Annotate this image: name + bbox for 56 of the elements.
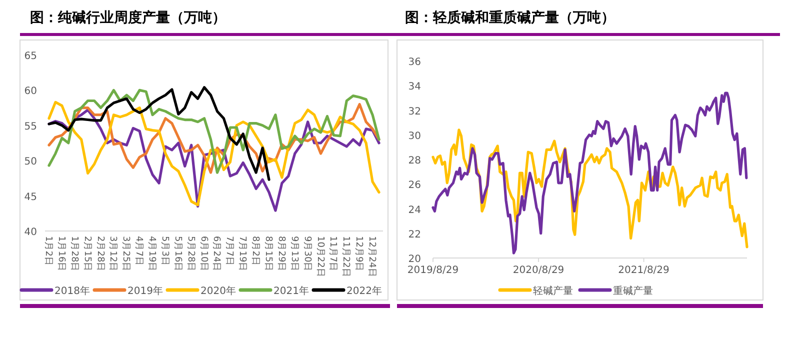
x-tick-label: 11月22日 — [340, 236, 351, 277]
x-tick-label: 2019/8/29 — [407, 265, 459, 276]
y-tick-label: 20 — [408, 254, 421, 265]
x-tick-label: 7月19日 — [237, 236, 248, 272]
x-tick-label: 8月2日 — [250, 236, 260, 266]
y-tick-label: 36 — [408, 57, 421, 68]
x-tick-label: 8月29日 — [276, 236, 286, 272]
x-tick-label: 1月16日 — [56, 236, 66, 272]
y-tick-label: 30 — [408, 130, 421, 142]
y-tick-label: 60 — [24, 86, 37, 98]
y-tick-label: 40 — [24, 227, 37, 238]
x-tick-label: 12月24日 — [366, 236, 377, 277]
x-tick-label: 6月24日 — [211, 236, 222, 272]
x-tick-label: 1月2日 — [43, 236, 53, 266]
y-tick-label: 55 — [24, 121, 37, 132]
x-tick-label: 4月7日 — [134, 236, 144, 266]
x-tick-label: 9月30日 — [302, 236, 312, 272]
x-tick-label: 11月7日 — [328, 236, 338, 272]
line-series — [432, 92, 748, 254]
x-tick-label: 6月10日 — [198, 236, 208, 272]
x-tick-label: 2月28日 — [94, 236, 105, 272]
x-tick-label: 1月28日 — [68, 236, 79, 272]
legend-label: 2021年 — [274, 285, 309, 297]
y-tick-label: 50 — [24, 156, 37, 168]
chart-title: 图：纯碱行业周度产量（万吨） — [30, 9, 226, 26]
y-tick-label: 32 — [408, 106, 421, 118]
x-tick-label: 3月12日 — [108, 236, 118, 272]
x-tick-label: 5月16日 — [172, 236, 182, 272]
x-tick-label: 12月9日 — [354, 236, 364, 272]
y-tick-label: 22 — [408, 229, 421, 240]
legend-label: 2022年 — [346, 285, 382, 297]
x-tick-label: 5月28日 — [185, 236, 196, 272]
legend-label: 重碱产量 — [613, 285, 653, 297]
x-tick-label: 2021/8/29 — [618, 265, 670, 276]
x-tick-label: 7月7日 — [224, 236, 234, 266]
x-tick-label: 8月15日 — [263, 236, 273, 272]
chart-title: 图：轻质碱和重质碱产量（万吨） — [405, 9, 615, 26]
line-series — [48, 88, 380, 174]
x-tick-label: 5月3日 — [159, 236, 170, 266]
y-tick-label: 24 — [408, 204, 421, 216]
x-tick-label: 3月25日 — [120, 236, 131, 272]
y-tick-label: 65 — [24, 51, 37, 62]
y-tick-label: 45 — [24, 192, 37, 203]
legend-label: 2018年 — [54, 285, 90, 297]
x-tick-label: 4月19日 — [146, 236, 157, 272]
x-tick-label: 2020/8/29 — [512, 265, 564, 276]
y-tick-label: 34 — [408, 82, 421, 93]
legend-label: 2019年 — [128, 285, 163, 297]
x-tick-label: 9月13日 — [288, 236, 299, 272]
y-tick-label: 26 — [408, 180, 421, 192]
line-series — [48, 86, 270, 181]
y-tick-label: 28 — [408, 156, 421, 166]
x-tick-label: 2月15日 — [82, 236, 92, 272]
x-tick-label: 10月22日 — [314, 236, 325, 277]
legend-label: 2020年 — [200, 285, 236, 297]
legend-label: 轻碱产量 — [533, 285, 573, 297]
